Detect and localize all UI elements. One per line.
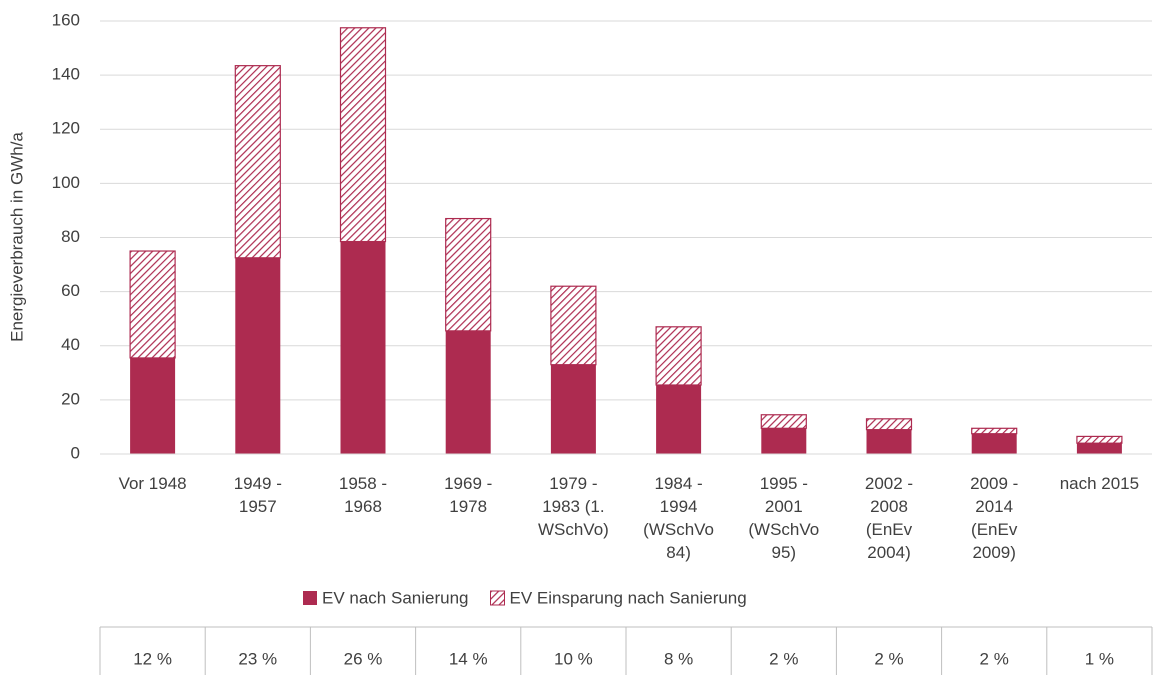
y-tick-label: 140 [52,65,80,84]
bar-segment [130,357,176,454]
table-cell: 23 % [238,649,277,668]
bar-segment [129,250,176,359]
bar-segment [866,429,912,454]
x-tick-label: 1949 - 1957 [233,474,282,516]
y-axis-label: Energieverbrauch in GWh/a [7,132,26,342]
y-tick-label: 100 [52,173,80,192]
x-tick-label: 1969 - 1978 [444,474,493,516]
bar-segment [1076,435,1123,444]
bar-segment [971,427,1018,435]
table-cell: 1 % [1085,649,1114,668]
legend-label: EV nach Sanierung [322,588,469,607]
bar-segment [445,330,491,454]
legend-swatch [303,591,317,605]
x-tick-label: 1984 - 1994 (WSchVo 84) [643,474,715,562]
table-cell: 10 % [554,649,593,668]
x-tick-label: 2002 - 2008 (EnEv 2004) [864,474,914,562]
x-tick-label: 1958 - 1968 [338,474,388,516]
y-tick-label: 20 [61,389,80,408]
y-tick-label: 160 [52,10,80,29]
bar-segment [655,326,702,386]
x-tick-label: 1979 - 1983 (1. WSchVo) [537,474,609,539]
y-tick-label: 120 [52,119,80,138]
x-tick-label: 1995 - 2001 (WSchVo 95) [748,474,820,562]
bar-segment [234,65,281,259]
bar-segment [865,418,913,431]
bar-segment [760,414,807,429]
bar-segment [445,217,492,332]
x-tick-label: 2009 - 2014 (EnEv 2009) [970,474,1019,562]
table-cell: 12 % [133,649,172,668]
bar-segment [339,27,387,243]
bar-segment [550,364,596,454]
bar-segment [761,428,807,454]
y-tick-label: 80 [61,227,80,246]
bar-segment [656,384,702,454]
table-cell: 2 % [980,649,1009,668]
table-cell: 2 % [769,649,798,668]
table-cell: 2 % [874,649,903,668]
y-tick-label: 60 [61,281,80,300]
bar-segment [1076,443,1122,454]
legend-swatch [490,590,505,606]
bar-segment [550,285,597,366]
table-cell: 14 % [449,649,488,668]
bar-segment [235,257,281,454]
y-tick-label: 40 [61,335,80,354]
bar-segment [340,241,386,454]
x-tick-label: Vor 1948 [118,474,187,493]
bar-segment [971,433,1017,454]
table-cell: 26 % [344,649,383,668]
x-tick-label: nach 2015 [1059,474,1140,493]
y-tick-label: 0 [71,443,80,462]
table-cell: 8 % [664,649,693,668]
legend-label: EV Einsparung nach Sanierung [510,588,747,607]
